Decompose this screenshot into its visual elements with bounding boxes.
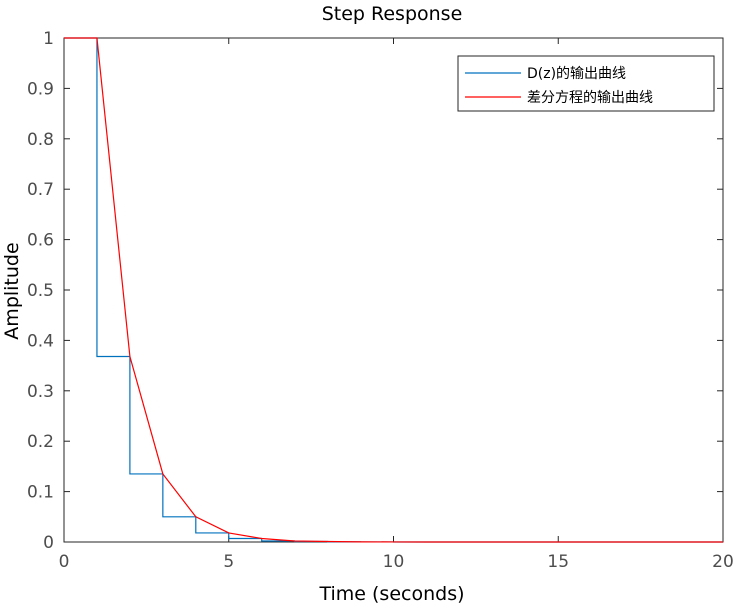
y-tick-label: 0.9 [27,79,54,99]
x-tick-label: 10 [383,552,405,572]
chart-title: Step Response [322,3,463,25]
y-tick-labels: 0 0.1 0.2 0.3 0.4 0.5 0.6 0.7 0.8 0.9 1 [27,29,54,553]
legend-label-difference: 差分方程的输出曲线 [527,90,653,106]
y-tick-label: 0.3 [27,382,54,402]
y-tick-label: 0.6 [27,231,54,251]
series-layer [64,37,723,543]
y-tick-label: 0.8 [27,130,54,150]
legend-label-dz: D(z)的输出曲线 [527,66,626,82]
x-tick-label: 20 [712,552,734,572]
series-line-difference-equation-output [64,37,723,543]
x-tick-label: 5 [223,552,234,572]
y-tick-label: 0.7 [27,180,54,200]
legend-box [457,55,715,112]
y-axis-label: Amplitude [1,242,23,339]
x-axis-label: Time (seconds) [318,583,464,605]
plot-area [63,37,724,543]
y-tick-label: 0.4 [27,331,54,351]
y-tick-label: 0.1 [27,483,54,503]
x-tick-labels: 0 5 10 15 20 [59,552,734,572]
legend[interactable]: D(z)的输出曲线 差分方程的输出曲线 [457,55,715,112]
x-tick-label: 15 [547,552,569,572]
y-tick-label: 0.2 [27,432,54,452]
axes-box [63,37,724,543]
y-tick-label: 0.5 [27,281,54,301]
x-tick-label: 0 [59,552,70,572]
y-tick-label: 0 [43,533,54,553]
y-tick-label: 1 [43,29,54,49]
